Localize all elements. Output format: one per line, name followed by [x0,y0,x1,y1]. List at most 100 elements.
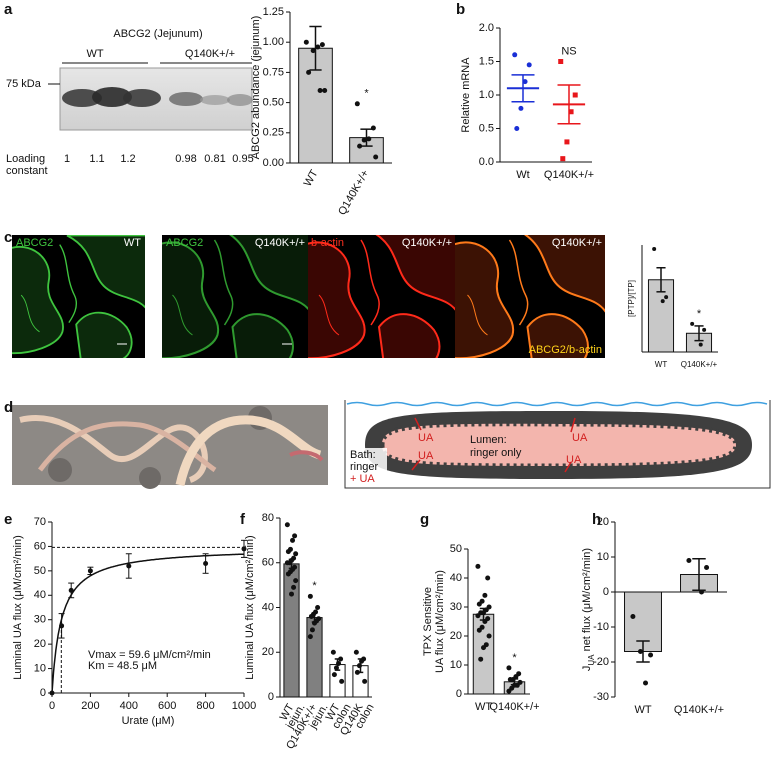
panel-label: a [4,1,13,18]
data-point [285,549,291,555]
y-axis-label: TPX Sensitive [422,587,434,656]
data-point [338,656,344,662]
y-tick-label: 1.0 [479,89,494,101]
data-point [481,645,486,651]
ua-label: UA [418,450,434,462]
y-axis-label: JUA net flux (μM/cm²/min) [581,548,596,671]
data-point [568,109,574,115]
x-tick-label: Q140K+/+ [674,704,724,716]
y-axis-label-part: ABCG2 abundance (jejunum) [250,16,262,160]
label-bg [347,448,387,486]
data-point [330,649,336,655]
loading-constant: 1.2 [120,153,135,165]
ua-label: UA [566,454,582,466]
y-axis-label-part: [PTP]/[TP] [627,280,636,317]
panel-label: d [4,399,13,416]
blot-title: ABCG2 (Jejunum) [113,28,202,40]
data-point [660,299,665,304]
y-tick-label: 40 [34,589,46,601]
data-point [366,136,372,142]
data-point [293,551,299,557]
y-axis-label: [PTP]/[TP] [627,280,636,317]
y-tick-label: 0 [268,691,274,703]
y-axis-label-part: Luminal UA flux (μM/cm²/min) [244,535,256,679]
chamber [344,400,771,489]
data-point [307,593,313,599]
data-point [506,688,512,694]
blot-band [62,89,102,107]
loading-constant: 1.1 [89,153,104,165]
blot-band [92,87,132,107]
micrographs: ABCG2 WT ABCG2 Q140K+/+ b-actin Q140K+/+… [12,235,605,358]
data-point [690,321,695,326]
data-point [357,143,363,149]
data-point [564,139,570,145]
data-point [307,634,313,640]
data-point [518,105,524,111]
y-tick-label: -10 [593,621,609,633]
genotype-label: WT [124,237,141,249]
data-point [478,656,484,662]
data-point [284,560,290,566]
y-tick-label: 20 [34,638,46,650]
data-point [319,42,325,48]
intestine [175,415,322,487]
data-point [475,613,481,619]
data-point [289,591,294,597]
data-point [643,680,649,686]
y-tick-label: 0.25 [263,127,284,139]
data-point [702,327,707,332]
loading-label: Loading [6,153,45,165]
y-tick-label: 50 [450,543,462,555]
data-point [686,558,692,563]
loading-constant: 0.98 [175,153,196,165]
lumen-label: Lumen: [470,434,507,446]
data-point [354,101,360,107]
data-point [558,59,564,64]
data-point [526,62,532,68]
y-tick-label: 2.0 [479,22,494,34]
y-axis-label: Luminal UA flux (μM/cm²/min) [244,535,256,679]
y-tick-label: 1.25 [263,6,284,18]
x-tick-label: WT [634,704,651,716]
data-point [322,88,328,94]
y-tick-label: 30 [34,614,46,626]
data-point [59,623,65,629]
x-tick-label: WT [475,701,492,713]
x-tick-label: WT [302,168,321,189]
y-tick-label: 0 [603,586,609,598]
blot-band [123,89,161,107]
y-tick-label: 10 [450,659,462,671]
y-tick-label: 70 [34,516,46,528]
data-point [203,561,209,567]
data-point [87,568,93,574]
data-point [241,546,247,552]
loading-constant: 0.81 [204,153,225,165]
data-point [284,522,290,528]
y-tick-label: 40 [262,601,274,613]
data-point [560,156,566,162]
y-tick-label: 10 [34,662,46,674]
x-tick-label: Q140K+/+ [336,168,371,217]
y-tick-label: 0.00 [263,157,284,169]
panel-label: g [420,511,429,528]
blot-band [227,94,253,106]
tissue-photo [12,405,328,489]
y-tick-label: -20 [593,656,609,668]
data-point [648,652,654,658]
x-tick-label: 600 [158,700,176,712]
y-axis-label: ABCG2 abundance (jejunum) [250,16,262,160]
blot-band [169,92,203,106]
data-point [698,342,703,347]
genotype-label: Q140K+/+ [552,237,602,249]
mw-marker: 75 kDa [6,78,42,90]
y-tick-label: 30 [450,601,462,613]
data-point [630,614,636,619]
data-point [664,295,669,300]
data-point [475,563,481,569]
data-point [361,137,367,143]
chamber-diagram: Lumen: ringer only UA UA UA UA Bath: rin… [344,400,771,489]
data-point [68,587,74,593]
loading-constant: 1 [64,153,70,165]
bath-label: Bath: [350,449,376,461]
